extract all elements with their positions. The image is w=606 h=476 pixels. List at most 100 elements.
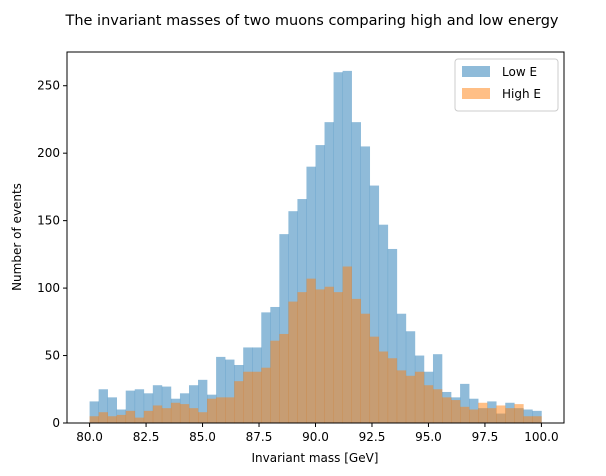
y-axis-ticks: 0 50 100 150 200 250 [37, 79, 67, 430]
bar-series1-bin10 [179, 404, 190, 423]
bar-series1-bin15 [225, 397, 235, 423]
bar-series1-bin11 [188, 408, 199, 423]
bar-series0-bin32 [378, 224, 389, 423]
x-tick-label: 80.0 [76, 430, 103, 444]
y-axis-label: Number of events [10, 183, 24, 291]
bar-series0-bin5 [134, 389, 145, 423]
x-tick-label: 95.0 [415, 430, 442, 444]
bar-series1-bin44 [487, 408, 497, 423]
bar-series1-bin37 [423, 385, 434, 423]
bar-series1-bin45 [496, 405, 506, 423]
bar-series1-bin31 [369, 336, 380, 423]
bar-series1-bin28 [342, 266, 352, 423]
bar-series1-bin34 [396, 370, 407, 423]
bar-series1-bin47 [514, 404, 524, 423]
bar-series1-bin36 [414, 371, 425, 423]
bar-series1-bin17 [243, 371, 253, 423]
bar-series1-bin38 [432, 389, 443, 423]
bar-series1-bin48 [523, 416, 533, 423]
chart-title: The invariant masses of two muons compar… [64, 13, 558, 29]
bars-layer [89, 70, 542, 424]
x-tick-label: 82.5 [133, 430, 160, 444]
y-tick-label: 50 [45, 349, 60, 363]
bar-series1-bin49 [532, 416, 542, 423]
bar-series1-bin12 [198, 412, 208, 423]
bar-series1-bin32 [378, 351, 389, 423]
x-tick-label: 85.0 [189, 430, 216, 444]
bar-series1-bin35 [405, 375, 416, 423]
bar-series1-bin3 [116, 414, 127, 423]
y-tick-label: 200 [37, 146, 60, 160]
bar-series0-bin28 [342, 70, 352, 424]
bar-series0-bin12 [198, 379, 208, 423]
y-tick-label: 150 [37, 214, 60, 228]
bar-series0-bin1 [98, 389, 108, 423]
x-tick-label: 87.5 [246, 430, 273, 444]
bar-series1-bin26 [324, 286, 334, 423]
bar-series0-bin34 [396, 313, 407, 423]
bar-series1-bin41 [460, 406, 470, 423]
bar-series1-bin33 [387, 358, 398, 423]
bar-series1-bin21 [279, 333, 289, 423]
bar-series0-bin8 [161, 386, 172, 423]
bar-series1-bin30 [360, 313, 371, 423]
y-tick-label: 0 [52, 416, 60, 430]
bar-series0-bin30 [360, 146, 371, 423]
legend-swatch-high-e [462, 88, 490, 99]
x-axis-ticks: 80.0 82.5 85.0 87.5 90.0 92.5 95.0 97.5 100.0 [76, 423, 559, 444]
bar-series0-bin2 [107, 397, 117, 423]
series-1 [89, 266, 542, 423]
bar-series0-bin33 [387, 248, 398, 423]
bar-series1-bin19 [261, 367, 271, 423]
bar-series1-bin46 [505, 408, 515, 423]
bar-series0-bin4 [125, 390, 136, 423]
bar-series0-bin38 [432, 354, 443, 423]
bar-series1-bin14 [216, 397, 226, 423]
bar-series1-bin2 [107, 416, 117, 423]
bar-series1-bin42 [469, 409, 479, 423]
bar-series0-bin27 [333, 72, 343, 424]
bar-series1-bin20 [270, 340, 280, 423]
bar-series1-bin18 [252, 371, 262, 423]
bar-series1-bin9 [170, 402, 181, 423]
bar-series0-bin29 [351, 122, 361, 424]
bar-series0-bin14 [216, 356, 226, 423]
y-tick-label: 250 [37, 79, 60, 93]
bar-series1-bin25 [315, 289, 325, 423]
bar-series1-bin39 [442, 397, 452, 423]
bar-series1-bin40 [451, 400, 461, 423]
bar-series0-bin19 [261, 312, 271, 423]
bar-series0-bin7 [152, 385, 163, 423]
bar-series1-bin1 [98, 412, 108, 423]
bar-series1-bin8 [161, 408, 172, 423]
x-tick-label: 100.0 [524, 430, 558, 444]
bar-series0-bin15 [225, 359, 235, 423]
legend-swatch-low-e [462, 66, 490, 77]
bar-series0-bin31 [369, 185, 380, 423]
legend-label-low-e: Low E [502, 65, 537, 79]
bar-series1-bin7 [152, 405, 163, 423]
bar-series1-bin4 [125, 410, 136, 423]
x-tick-label: 92.5 [359, 430, 386, 444]
bar-series1-bin0 [89, 416, 99, 423]
bar-series0-bin0 [89, 401, 99, 423]
bar-series1-bin29 [351, 298, 361, 423]
legend-label-high-e: High E [502, 87, 541, 101]
y-tick-label: 100 [37, 281, 60, 295]
bar-series1-bin22 [288, 301, 298, 423]
bar-series1-bin24 [306, 278, 316, 423]
bar-series0-bin21 [279, 234, 289, 423]
bar-series1-bin16 [234, 381, 244, 423]
x-tick-label: 97.5 [472, 430, 499, 444]
bar-series1-bin13 [207, 398, 217, 423]
bar-series1-bin6 [143, 410, 154, 423]
legend: Low E High E [454, 58, 559, 112]
x-tick-label: 90.0 [302, 430, 329, 444]
bar-series0-bin26 [324, 122, 334, 424]
bar-series1-bin5 [134, 417, 145, 423]
bar-series1-bin23 [297, 292, 307, 423]
bar-series1-bin27 [333, 292, 343, 423]
x-axis-label: Invariant mass [GeV] [252, 451, 379, 465]
bar-series1-bin43 [478, 402, 488, 423]
